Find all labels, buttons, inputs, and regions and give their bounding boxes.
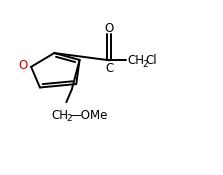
Text: C: C (105, 62, 114, 75)
Text: O: O (18, 59, 27, 72)
Text: O: O (105, 22, 114, 35)
Text: Cl: Cl (145, 54, 157, 67)
Text: 2: 2 (67, 114, 72, 123)
Text: 2: 2 (142, 60, 148, 69)
Text: CH: CH (127, 54, 144, 67)
Text: —OMe: —OMe (70, 108, 108, 122)
Text: CH: CH (52, 108, 69, 122)
